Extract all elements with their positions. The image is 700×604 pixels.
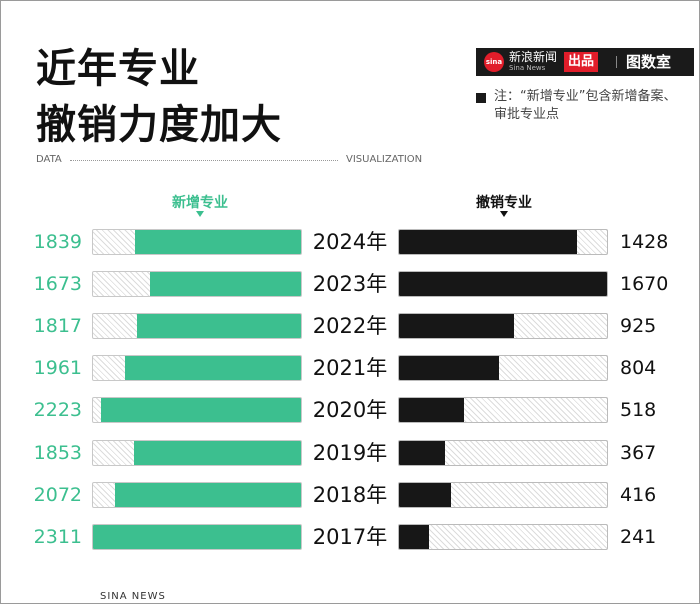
revoked-programs-value: 416 — [620, 483, 657, 506]
chart-row: 2072 2018年 416 — [0, 481, 700, 508]
new-programs-value: 1961 — [33, 357, 82, 380]
brand-banner: sina 新浪新闻 Sina News 出品 图数室 — [476, 48, 694, 76]
new-programs-bar — [134, 440, 301, 465]
sina-logo-icon: sina — [484, 52, 504, 72]
legend-new-programs: 新增专业 — [172, 195, 228, 211]
revoked-programs-value: 925 — [620, 315, 657, 338]
chart-title-line2: 撤销力度加大 — [36, 102, 282, 148]
year-label: 2024年 — [312, 230, 388, 254]
revoked-programs-bar-track — [398, 355, 608, 382]
revoked-programs-value: 367 — [620, 441, 657, 464]
year-label: 2017年 — [312, 524, 388, 549]
new-programs-bar — [124, 356, 301, 381]
revoked-programs-bar — [399, 356, 500, 381]
revoked-programs-value: 241 — [620, 525, 657, 548]
chart-title-line1: 近年专业 — [36, 46, 200, 92]
year-label: 2018年 — [312, 482, 388, 507]
year-label: 2020年 — [312, 398, 388, 423]
new-programs-bar-track — [92, 229, 302, 255]
new-programs-bar — [114, 482, 301, 507]
new-programs-bar-track — [92, 355, 302, 382]
revoked-programs-bar — [399, 482, 451, 507]
new-programs-value: 1853 — [33, 441, 82, 464]
chart-note: 注：“新增专业”包含新增备案、审批专业点 — [494, 89, 677, 122]
revoked-programs-bar-track — [398, 229, 608, 255]
new-programs-bar-track — [92, 271, 302, 298]
legend-new-arrow-icon — [196, 211, 204, 217]
revoked-programs-bar-track — [398, 481, 608, 508]
revoked-programs-bar-track — [398, 523, 608, 550]
year-label: 2019年 — [312, 440, 388, 465]
chart-row: 1839 2024年 1428 — [0, 229, 700, 255]
new-programs-bar-track — [92, 313, 302, 340]
new-programs-bar — [93, 524, 301, 549]
revoked-programs-bar-track — [398, 439, 608, 466]
revoked-programs-bar — [399, 272, 607, 297]
year-label: 2022年 — [312, 314, 388, 339]
new-programs-value: 2311 — [33, 525, 82, 548]
revoked-programs-bar — [399, 398, 464, 423]
new-programs-bar — [135, 230, 301, 254]
chart-row: 2311 2017年 241 — [0, 523, 700, 550]
new-programs-value: 1817 — [33, 315, 82, 338]
footer-brand: SINA NEWS — [100, 591, 166, 602]
new-programs-bar — [137, 314, 301, 339]
revoked-programs-value: 1428 — [620, 231, 669, 253]
note-marker-icon — [476, 93, 486, 103]
data-label: DATA — [36, 154, 62, 165]
new-programs-value: 1839 — [33, 231, 82, 253]
chart-row: 1961 2021年 804 — [0, 355, 700, 382]
new-programs-bar-track — [92, 397, 302, 424]
revoked-programs-bar — [399, 440, 445, 465]
brand-badge: 出品 — [564, 52, 599, 72]
new-programs-bar-track — [92, 523, 302, 550]
chart-row: 2223 2020年 518 — [0, 397, 700, 424]
chart-row: 1853 2019年 367 — [0, 439, 700, 466]
year-label: 2021年 — [312, 356, 388, 381]
year-label: 2023年 — [312, 272, 388, 297]
new-programs-bar-track — [92, 439, 302, 466]
new-programs-bar — [150, 272, 301, 297]
new-programs-value: 1673 — [33, 273, 82, 296]
brand-name-en: Sina News — [509, 64, 546, 72]
revoked-programs-value: 1670 — [620, 273, 669, 296]
brand-separator — [616, 56, 617, 68]
legend-revoked-programs: 撤销专业 — [476, 195, 532, 211]
chart-row: 1673 2023年 1670 — [0, 271, 700, 298]
brand-name: 新浪新闻 — [509, 50, 558, 64]
revoked-programs-bar-track — [398, 271, 608, 298]
new-programs-value: 2072 — [33, 483, 82, 506]
revoked-programs-value: 804 — [620, 357, 657, 380]
revoked-programs-value: 518 — [620, 399, 657, 422]
partner-logo: 图数室 — [626, 53, 672, 71]
revoked-programs-bar-track — [398, 313, 608, 340]
revoked-programs-bar — [399, 314, 515, 339]
legend-revoked-arrow-icon — [500, 211, 508, 217]
new-programs-bar-track — [92, 481, 302, 508]
revoked-programs-bar — [399, 230, 577, 254]
revoked-programs-bar — [399, 524, 430, 549]
dotted-divider — [70, 160, 338, 161]
new-programs-value: 2223 — [33, 399, 82, 422]
revoked-programs-bar-track — [398, 397, 608, 424]
chart-row: 1817 2022年 925 — [0, 313, 700, 340]
visualization-label: VISUALIZATION — [346, 154, 423, 165]
new-programs-bar — [100, 398, 301, 423]
